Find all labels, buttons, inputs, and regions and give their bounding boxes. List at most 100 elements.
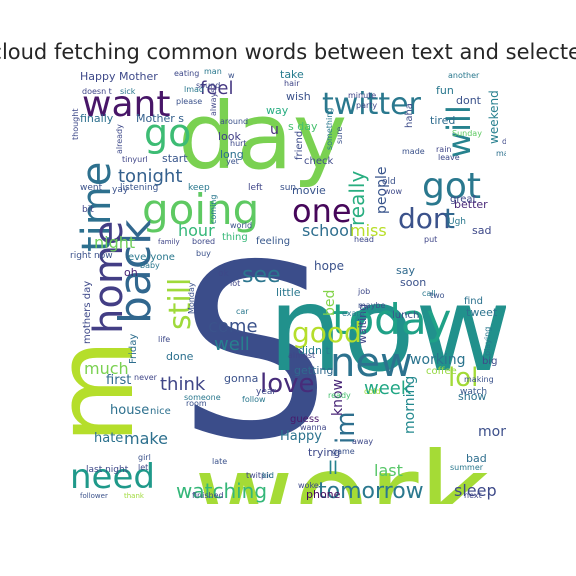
word-23: lol [448, 363, 478, 393]
word-182: lmao [184, 85, 204, 94]
word-59: mothers day [82, 281, 93, 344]
word-5: today [332, 295, 451, 344]
word-55: Happy [280, 429, 322, 444]
word-106: listening [120, 183, 158, 193]
word-103: nice [150, 406, 171, 417]
word-62: u [270, 122, 279, 138]
word-152: girl [138, 453, 151, 462]
word-49: hope [314, 259, 344, 273]
word-98: right now [70, 251, 113, 261]
word-163: game [332, 447, 355, 456]
word-66: long [220, 148, 244, 161]
word-91: bad [466, 452, 487, 465]
word-158: finished [192, 491, 224, 500]
word-116: please [176, 97, 202, 106]
word-115: Sunday [452, 129, 482, 138]
word-108: went [80, 183, 103, 193]
word-64: s day [288, 120, 318, 133]
word-42: miss [350, 221, 387, 240]
word-13: need [70, 457, 155, 497]
word-78: soon [400, 276, 426, 289]
word-144: buy [196, 249, 211, 258]
word-170: Ugh [448, 217, 466, 227]
word-22: love [260, 369, 315, 399]
word-111: follow [242, 395, 266, 404]
word-27: see [242, 263, 281, 288]
word-89: guess [290, 414, 319, 425]
word-120: made [402, 147, 425, 156]
word-43: much [84, 359, 129, 378]
word-107: keep [188, 183, 210, 193]
word-37: last [374, 461, 403, 480]
word-60: take [280, 68, 304, 81]
word-65: start [162, 152, 188, 165]
word-cloud-svg: daySnowworkmtodaygoinggotonebackwanttime… [66, 67, 506, 504]
word-101: last night [86, 465, 129, 475]
word-76: sad [472, 224, 491, 237]
word-79: waiting [356, 304, 369, 344]
word-156: late [212, 457, 227, 466]
word-104: sun [280, 183, 296, 193]
chart-title: Word cloud fetching common words between… [0, 40, 576, 64]
word-180: thought [71, 109, 80, 140]
word-73: tired [430, 114, 455, 127]
word-33: think [160, 374, 206, 395]
word-7: got [422, 166, 481, 207]
word-127: maybe [358, 301, 386, 310]
word-24: tomorrow [318, 479, 424, 504]
word-121: rain [436, 145, 451, 154]
word-167: making [464, 375, 494, 384]
word-54: hate [94, 431, 123, 446]
word-88: phone [306, 488, 341, 501]
word-128: exam [342, 309, 364, 318]
word-133: hair [284, 79, 300, 88]
word-10: want [82, 84, 170, 125]
word-28: tonight [118, 166, 182, 187]
word-146: lot [230, 279, 240, 288]
word-81: feeling [256, 236, 290, 247]
word-93: coffee [426, 366, 457, 377]
word-63: way [266, 104, 289, 117]
word-56: Happy Mother [80, 70, 158, 83]
word-136: around [220, 117, 248, 126]
word-31: come [208, 316, 258, 337]
word-39: hour [178, 221, 215, 240]
word-148: Monday [187, 282, 196, 314]
word-11: time [74, 162, 120, 252]
word-2: now [268, 260, 506, 398]
word-102: watch [460, 387, 487, 397]
word-165: wanna [300, 423, 327, 432]
word-69: friend [294, 131, 305, 160]
word-145: ok [218, 269, 230, 279]
word-0: day [178, 83, 347, 190]
word-151: someone [184, 393, 221, 402]
word-143: baby [140, 261, 160, 270]
word-51: weekend [487, 90, 501, 144]
word-68: movie [292, 184, 326, 197]
word-105: left [248, 183, 263, 193]
word-124: two [430, 291, 445, 300]
word-135: eating [174, 69, 199, 78]
word-141: bored [192, 237, 215, 246]
word-77: say [396, 264, 415, 277]
word-173: minute [348, 91, 376, 100]
word-1: S [178, 213, 330, 493]
word-36: sleep [454, 481, 497, 500]
word-132: hurt [230, 139, 247, 148]
word-147: car [236, 307, 249, 316]
word-26: im [331, 411, 361, 444]
word-86: gonna [224, 372, 258, 385]
word-21: good [292, 316, 362, 349]
word-40: night [94, 233, 135, 252]
word-12: home [86, 221, 132, 334]
word-160: thank [124, 492, 145, 500]
word-149: life [158, 335, 170, 344]
word-154: twitpic [246, 471, 273, 480]
word-75: better [454, 198, 488, 211]
word-113: ready [328, 391, 351, 400]
word-67: look [218, 130, 242, 143]
word-92: big [482, 356, 497, 367]
word-117: another [448, 71, 480, 80]
word-52: first [106, 373, 131, 388]
word-178: sick [120, 87, 136, 96]
